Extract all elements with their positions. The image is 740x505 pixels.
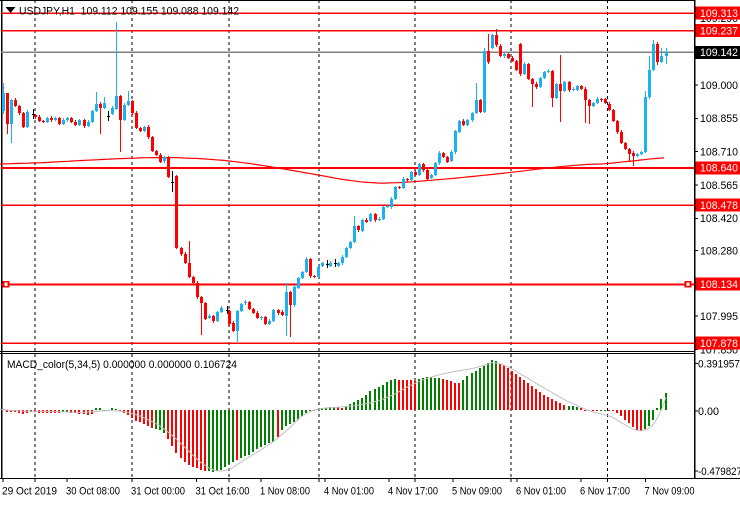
svg-text:31 Oct 16:00: 31 Oct 16:00 [196, 486, 250, 498]
svg-text:1 Nov 08:00: 1 Nov 08:00 [260, 486, 310, 498]
svg-text:109.313: 109.313 [700, 8, 738, 20]
svg-text:MACD_color(5,34,5) 0.000000 0.: MACD_color(5,34,5) 0.000000 0.000000 0.1… [7, 359, 237, 371]
svg-text:29 Oct 2019: 29 Oct 2019 [2, 486, 57, 498]
svg-text:30 Oct 08:00: 30 Oct 08:00 [66, 486, 120, 498]
svg-text:4 Nov 17:00: 4 Nov 17:00 [388, 486, 438, 498]
svg-text:107.878: 107.878 [700, 338, 738, 350]
svg-text:6 Nov 01:00: 6 Nov 01:00 [516, 486, 566, 498]
svg-text:-0.479827: -0.479827 [698, 466, 740, 478]
svg-text:5 Nov 09:00: 5 Nov 09:00 [452, 486, 502, 498]
svg-text:0.391957: 0.391957 [698, 358, 740, 370]
svg-text:108.134: 108.134 [700, 279, 738, 291]
svg-text:108.710: 108.710 [700, 147, 738, 159]
svg-text:107.995: 107.995 [700, 311, 738, 323]
svg-text:0.00: 0.00 [698, 406, 719, 418]
svg-text:6 Nov 17:00: 6 Nov 17:00 [580, 486, 630, 498]
svg-text:4 Nov 01:00: 4 Nov 01:00 [324, 486, 374, 498]
svg-text:7 Nov 09:00: 7 Nov 09:00 [645, 486, 695, 498]
svg-text:109.237: 109.237 [700, 25, 738, 37]
svg-text:108.478: 108.478 [700, 200, 738, 212]
svg-text:109.142: 109.142 [700, 47, 738, 59]
svg-text:108.280: 108.280 [700, 245, 738, 257]
svg-text:108.640: 108.640 [700, 163, 738, 175]
svg-text:109.000: 109.000 [700, 80, 738, 92]
svg-text:31 Oct 00:00: 31 Oct 00:00 [131, 486, 185, 498]
svg-text:USDJPY,H1 109.112 109.155 109: USDJPY,H1 109.112 109.155 109.088 109.14… [19, 6, 239, 18]
svg-text:108.855: 108.855 [700, 113, 738, 125]
svg-text:108.565: 108.565 [700, 180, 738, 192]
svg-text:108.420: 108.420 [700, 213, 738, 225]
